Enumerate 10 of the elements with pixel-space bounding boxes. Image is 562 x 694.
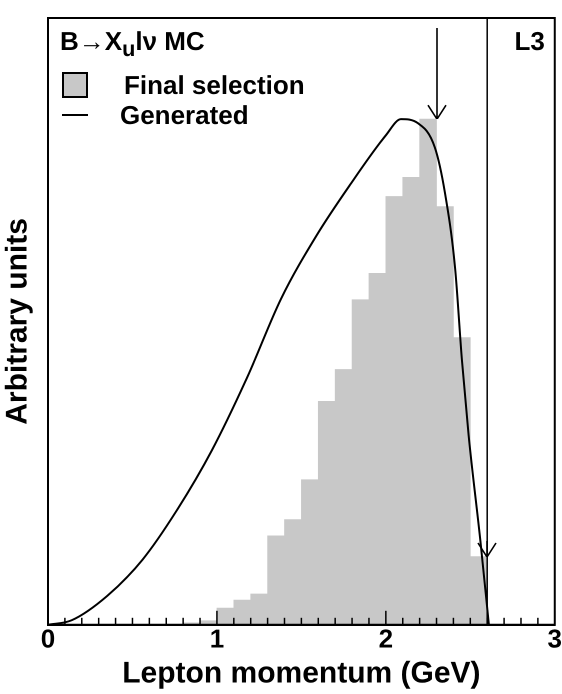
x-tick-label: 0 [40,624,56,654]
y-axis-title: Arbitrary units [0,218,34,425]
x-tick-label: 3 [548,624,562,654]
x-tick-label: 1 [210,624,224,654]
text: L3 [514,26,545,57]
x-tick-label: 2 [378,624,394,654]
x-axis-title: Lepton momentum (GeV) [122,656,481,690]
legend-label: Generated [120,100,249,130]
chart-title: B→X$_{u}$lν MC [60,26,205,62]
legend-label: Final selection [124,70,305,100]
